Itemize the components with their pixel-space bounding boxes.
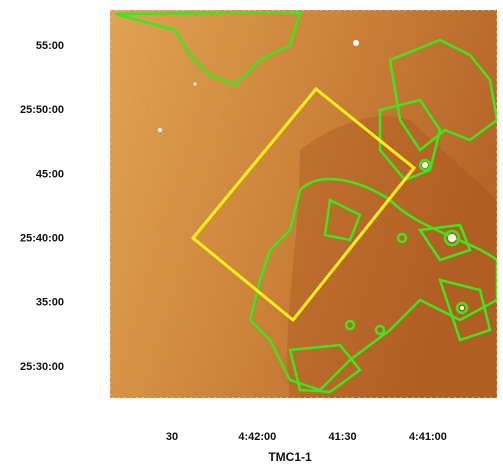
axis-labels: 55:00 25:50:00 45:00 25:40:00 35:00 25:30:00 3… [20,40,447,443]
x-tick-label: 41:30 [329,431,357,443]
y-tick-label: 55:00 [36,40,64,52]
y-tick-label: 45:00 [36,168,64,180]
caption: TMC1-1 [268,450,312,464]
contours [114,10,497,394]
stars [158,40,464,310]
y-tick-label: 35:00 [36,297,64,309]
y-tick-label: 25:40:00 [20,233,64,245]
x-tick-label: 30 [166,431,178,443]
region-box [190,86,417,323]
y-tick-label: 25:50:00 [20,104,64,116]
sky-image [110,10,497,398]
y-tick-label: 25:30:00 [20,361,64,373]
x-tick-label: 4:42:00 [238,431,276,443]
frame [109,9,498,399]
x-tick-label: 4:41:00 [409,431,447,443]
